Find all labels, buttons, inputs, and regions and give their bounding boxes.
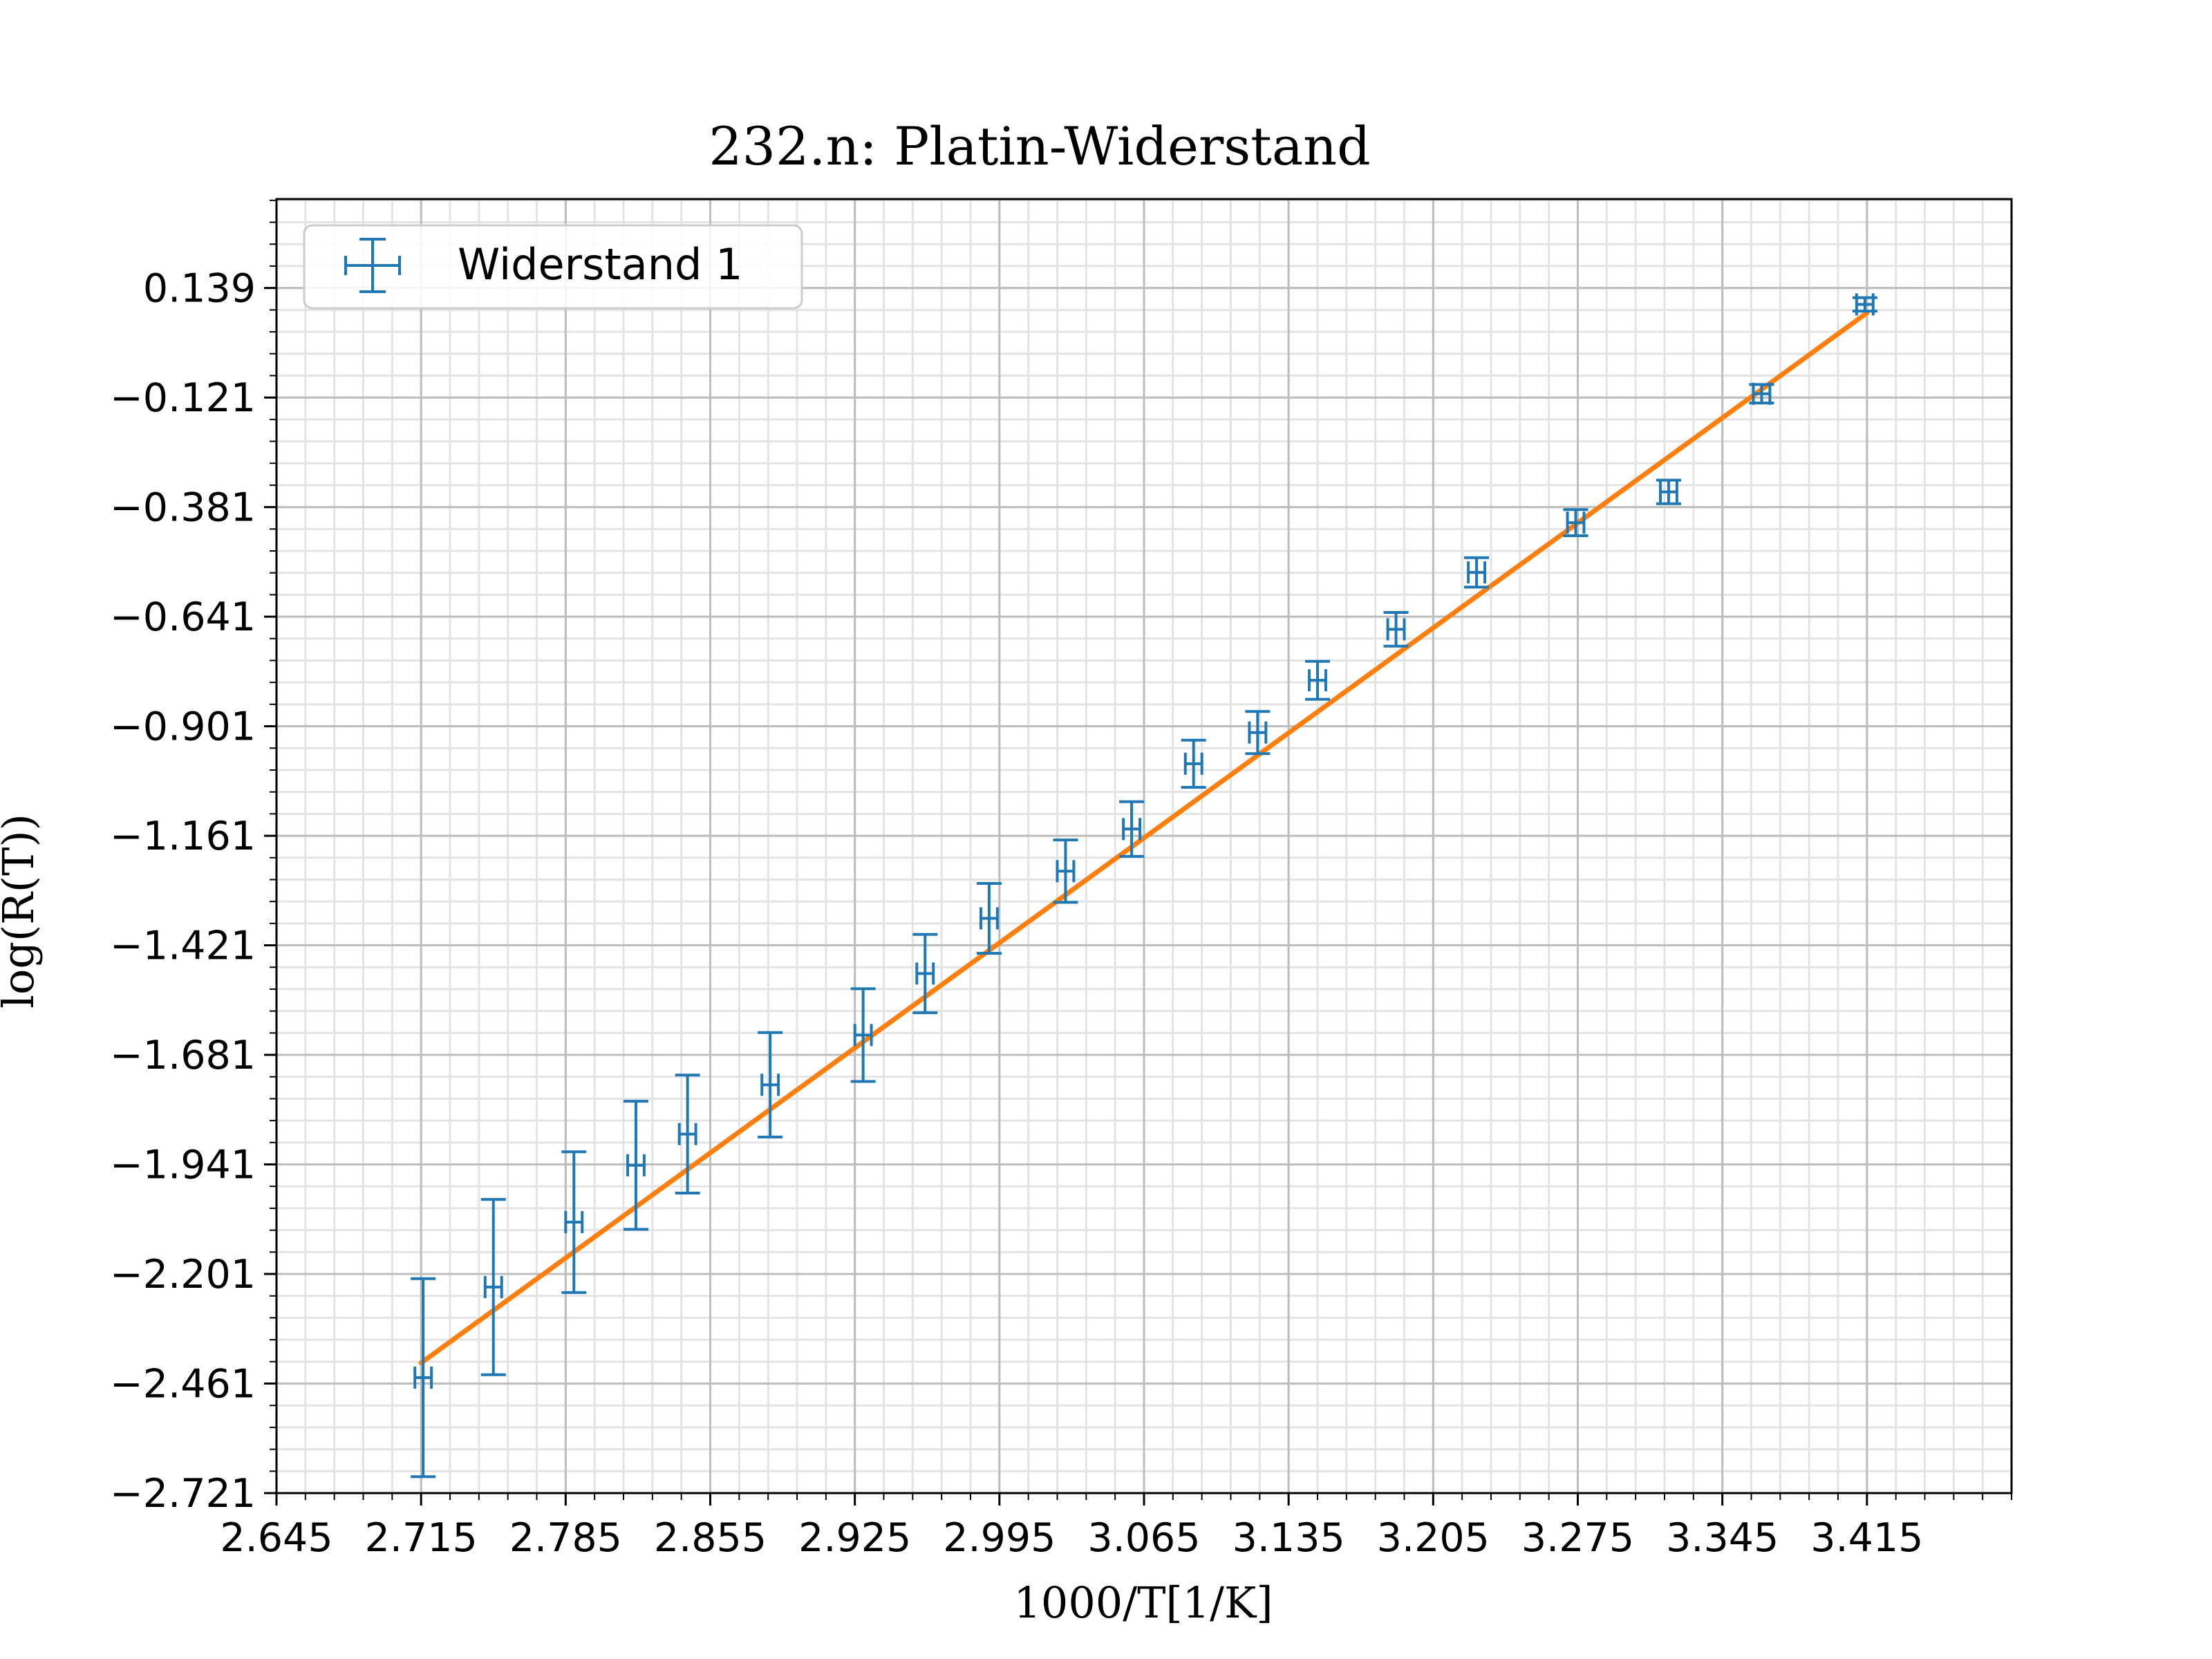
x-tick-label: 2.855: [654, 1515, 767, 1561]
fit-line-layer: [418, 310, 1870, 1366]
y-tick-label: 0.139: [143, 266, 256, 312]
data-point: [1181, 738, 1206, 789]
data-point: [1383, 610, 1409, 648]
data-point: [1245, 710, 1271, 756]
x-tick-label: 2.645: [220, 1515, 332, 1561]
data-point: [1852, 293, 1877, 316]
y-tick-label: −2.461: [110, 1362, 256, 1407]
y-tick-label: −2.721: [110, 1471, 256, 1517]
y-tick-label: −1.681: [110, 1033, 256, 1078]
x-tick-label: 2.925: [798, 1515, 911, 1561]
data-point: [411, 1277, 436, 1479]
y-tick-label: −1.421: [110, 924, 256, 969]
data-point: [623, 1100, 648, 1231]
x-tick-label: 3.345: [1666, 1515, 1779, 1561]
y-tick-label: −1.941: [110, 1143, 256, 1188]
data-point: [480, 1198, 506, 1376]
x-axis-label: 1000/T[1/K]: [1013, 1577, 1273, 1628]
x-tick-label: 3.205: [1377, 1515, 1490, 1561]
y-tick-label: −0.381: [110, 485, 256, 531]
data-point: [1749, 382, 1774, 405]
legend-label: Widerstand 1: [458, 239, 743, 290]
x-tick-label: 2.995: [943, 1515, 1056, 1561]
data-point: [850, 987, 876, 1083]
legend-box: [303, 224, 803, 310]
data-point: [912, 932, 938, 1015]
y-axis: 0.139 −0.121 −0.381 −0.641 −0.901 −1.161 −1.42…: [110, 199, 276, 1517]
x-tick-label: 3.275: [1521, 1515, 1634, 1561]
data-point: [1305, 659, 1330, 701]
data-point: [561, 1150, 587, 1294]
x-tick-label: 3.065: [1087, 1515, 1200, 1561]
chart-title: 232.n: Platin-Widerstand: [709, 115, 1371, 177]
x-tick-label: 3.415: [1810, 1515, 1923, 1561]
data-point: [675, 1074, 700, 1194]
y-tick-label: −2.201: [110, 1252, 256, 1297]
data-point: [758, 1031, 783, 1138]
fit-line: [418, 310, 1870, 1366]
data-point: [976, 881, 1002, 955]
data-point: [1563, 508, 1588, 538]
errorbar-layer: [411, 293, 1877, 1479]
legend: Widerstand 1: [303, 224, 803, 310]
y-axis-label: log(R(T)): [0, 814, 44, 1009]
y-tick-label: −1.161: [110, 814, 256, 859]
data-point: [1053, 838, 1078, 904]
legend-marker: [344, 238, 401, 293]
y-tick-label: −0.641: [110, 594, 256, 640]
x-tick-label: 2.715: [365, 1515, 478, 1561]
y-tick-label: −0.121: [110, 375, 256, 421]
x-tick-label: 2.785: [509, 1515, 622, 1561]
x-tick-label: 3.135: [1232, 1515, 1345, 1561]
data-point: [1119, 800, 1145, 858]
data-point: [1464, 556, 1490, 589]
data-point: [1656, 478, 1681, 505]
y-tick-label: −0.901: [110, 704, 256, 750]
x-axis: 2.645 2.715 2.785 2.855 2.925 2.995 3.065 3.135…: [220, 1493, 2012, 1561]
